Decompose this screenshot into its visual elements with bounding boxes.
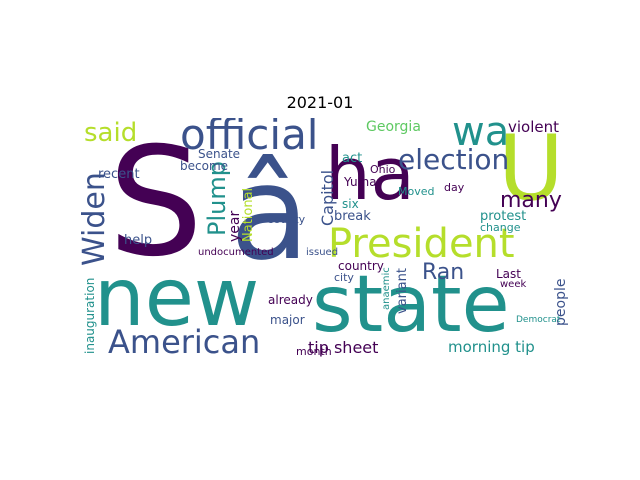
word-ha: ha	[325, 132, 415, 216]
word-week: week	[500, 279, 527, 290]
word-major: major	[270, 313, 305, 327]
word-official: official	[180, 118, 319, 159]
word-Last: Last	[496, 267, 521, 281]
word-become: become	[180, 159, 229, 173]
word-country: country	[338, 259, 384, 273]
word-County: County	[266, 213, 306, 226]
word-already: already	[268, 293, 313, 307]
word-break: break	[334, 209, 371, 224]
word-variant: variant	[395, 268, 410, 314]
chart-title: 2021-01	[286, 93, 354, 112]
word-President: President	[328, 221, 515, 267]
word-month: month	[296, 345, 332, 358]
word-help: help	[124, 233, 153, 248]
word-morning-tip: morning tip	[448, 338, 535, 356]
word-issued: issued	[306, 247, 339, 258]
word-violent: violent	[508, 118, 560, 136]
word-act: act	[342, 151, 363, 166]
word-Widen: Widen	[80, 172, 112, 266]
word-six: six	[342, 197, 359, 211]
word-city: city	[334, 271, 354, 284]
word-undocumented: undocumented	[198, 247, 274, 258]
word-S: S	[108, 118, 204, 290]
word-anaemic-v: anaemic	[381, 267, 392, 310]
word-cloud: S â ha U new state official wa said elec…	[80, 118, 576, 368]
word-Moved: Moved	[398, 185, 435, 198]
word-Democrat: Democrat	[516, 315, 561, 325]
word-Georgia: Georgia	[366, 119, 421, 135]
word-protest: protest	[480, 209, 527, 224]
word-Ran: Ran	[422, 260, 465, 285]
word-many: many	[500, 188, 562, 213]
word-U: U	[498, 118, 564, 221]
word-American: American	[108, 323, 261, 361]
word-said: said	[84, 118, 138, 148]
word-a-circumflex: â	[230, 137, 310, 289]
word-National: National	[241, 187, 256, 242]
word-inauguration: inauguration	[83, 277, 97, 354]
word-wa: wa	[452, 118, 510, 155]
word-tip-sheet: tip sheet	[308, 338, 379, 357]
word-state: state	[312, 260, 510, 350]
word-election: election	[398, 143, 510, 176]
word-day: day	[444, 181, 465, 194]
word-Ohio: Ohio	[370, 163, 396, 176]
word-recent: recent	[98, 167, 140, 182]
word-Yuma: Yuma	[344, 175, 377, 189]
word-year: year	[227, 210, 243, 242]
word-change: change	[480, 221, 521, 234]
word-Senate: Senate	[198, 147, 241, 161]
word-new: new	[94, 251, 260, 344]
